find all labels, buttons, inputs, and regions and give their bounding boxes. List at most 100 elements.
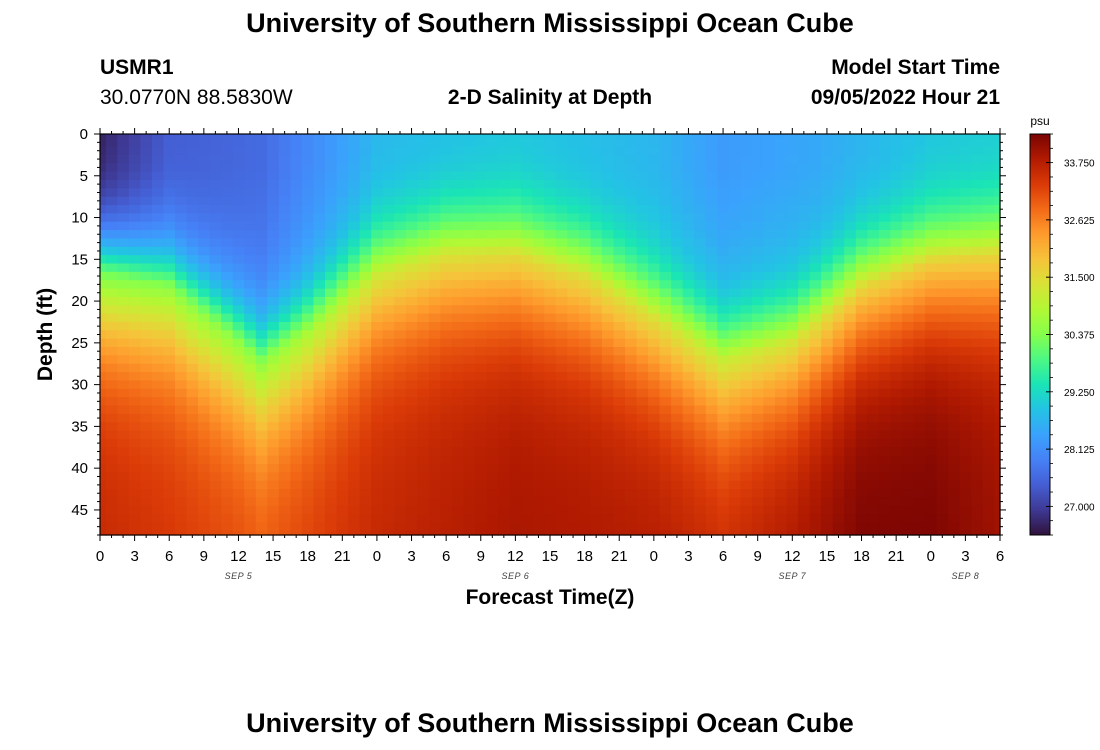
heatmap-cell [498,205,511,214]
heatmap-cell [775,447,788,457]
heatmap-cell [601,530,615,536]
heatmap-cell [844,388,857,398]
heatmap-cell [278,313,291,323]
heatmap-cell [198,405,211,415]
heatmap-cell [959,463,972,473]
heatmap-cell [175,472,188,482]
heatmap-cell [636,246,649,256]
heatmap-cell [440,514,453,524]
heatmap-cell [636,388,649,398]
heatmap-cell [878,455,891,465]
heatmap-cell [209,138,222,148]
heatmap-cell [117,355,130,365]
heatmap-cell [371,330,384,340]
heatmap-cell [290,355,303,365]
heatmap-cell [659,179,672,189]
heatmap-cell [128,188,141,198]
heatmap-cell [151,397,165,407]
heatmap-cell [209,480,222,490]
heatmap-cells [100,134,1001,536]
heatmap-cell [255,271,268,281]
heatmap-cell [290,514,303,524]
heatmap-cell [313,463,326,473]
heatmap-cell [544,514,557,524]
heatmap-cell [671,380,684,390]
heatmap-cell [867,438,880,448]
heatmap-cell [982,530,995,536]
heatmap-cell [244,188,257,198]
heatmap-cell [671,138,684,148]
heatmap-cell [705,196,718,206]
heatmap-cell [428,480,441,490]
heatmap-cell [567,472,580,482]
heatmap-cell [648,138,661,148]
heatmap-cell [901,422,915,432]
heatmap-cell [578,363,591,373]
heatmap-cell [359,413,372,423]
heatmap-cell [209,347,222,356]
heatmap-cell [936,271,949,281]
heatmap-cell [982,355,995,365]
heatmap-cell [486,171,499,181]
heatmap-cell [394,188,407,198]
heatmap-cell [878,388,891,398]
heatmap-cell [163,188,176,198]
heatmap-cell [451,455,465,465]
heatmap-cell [694,405,707,415]
heatmap-cell [405,380,418,390]
heatmap-cell [100,514,107,524]
heatmap-cell [763,522,776,532]
heatmap-cell [278,154,291,164]
heatmap-cell [105,305,118,315]
heatmap-cell [867,522,880,532]
heatmap-cell [613,171,626,181]
heatmap-cell [751,213,765,223]
heatmap-cell [440,280,453,290]
heatmap-cell [659,280,672,290]
heatmap-cell [498,338,511,348]
heatmap-cell [336,397,349,407]
heatmap-cell [336,530,349,536]
heatmap-cell [555,489,568,499]
heatmap-cell [382,505,395,515]
heatmap-cell [775,138,788,148]
heatmap-cell [763,405,776,415]
heatmap-cell [290,330,303,340]
heatmap-cell [394,263,407,273]
heatmap-cell [959,405,972,415]
heatmap-cell [555,514,568,524]
heatmap-cell [451,280,465,290]
heatmap-cell [994,246,1001,256]
heatmap-cell [705,321,718,331]
heatmap-cell [625,196,638,206]
heatmap-cell [694,179,707,189]
heatmap-cell [451,213,465,223]
heatmap-cell [117,246,130,256]
heatmap-cell [128,246,141,256]
heatmap-cell [982,188,995,198]
heatmap-cell [821,405,834,415]
heatmap-cell [567,530,580,536]
heatmap-cell [590,505,603,515]
heatmap-cell [982,330,995,340]
heatmap-cell [521,313,534,323]
heatmap-cell [198,455,211,465]
heatmap-cell [140,163,153,173]
heatmap-cell [348,255,361,265]
heatmap-cell [890,388,903,398]
heatmap-cell [128,388,141,398]
heatmap-cell [151,480,165,490]
heatmap-cell [601,455,615,465]
heatmap-cell [325,355,338,365]
heatmap-cell [417,305,430,315]
heatmap-cell [763,246,776,256]
heatmap-cell [601,246,615,256]
heatmap-cell [244,271,257,281]
heatmap-cell [636,455,649,465]
heatmap-cell [325,188,338,198]
heatmap-cell [751,405,765,415]
heatmap-cell [798,288,811,298]
heatmap-cell [163,171,176,181]
heatmap-cell [186,171,199,181]
heatmap-cell [348,179,361,189]
